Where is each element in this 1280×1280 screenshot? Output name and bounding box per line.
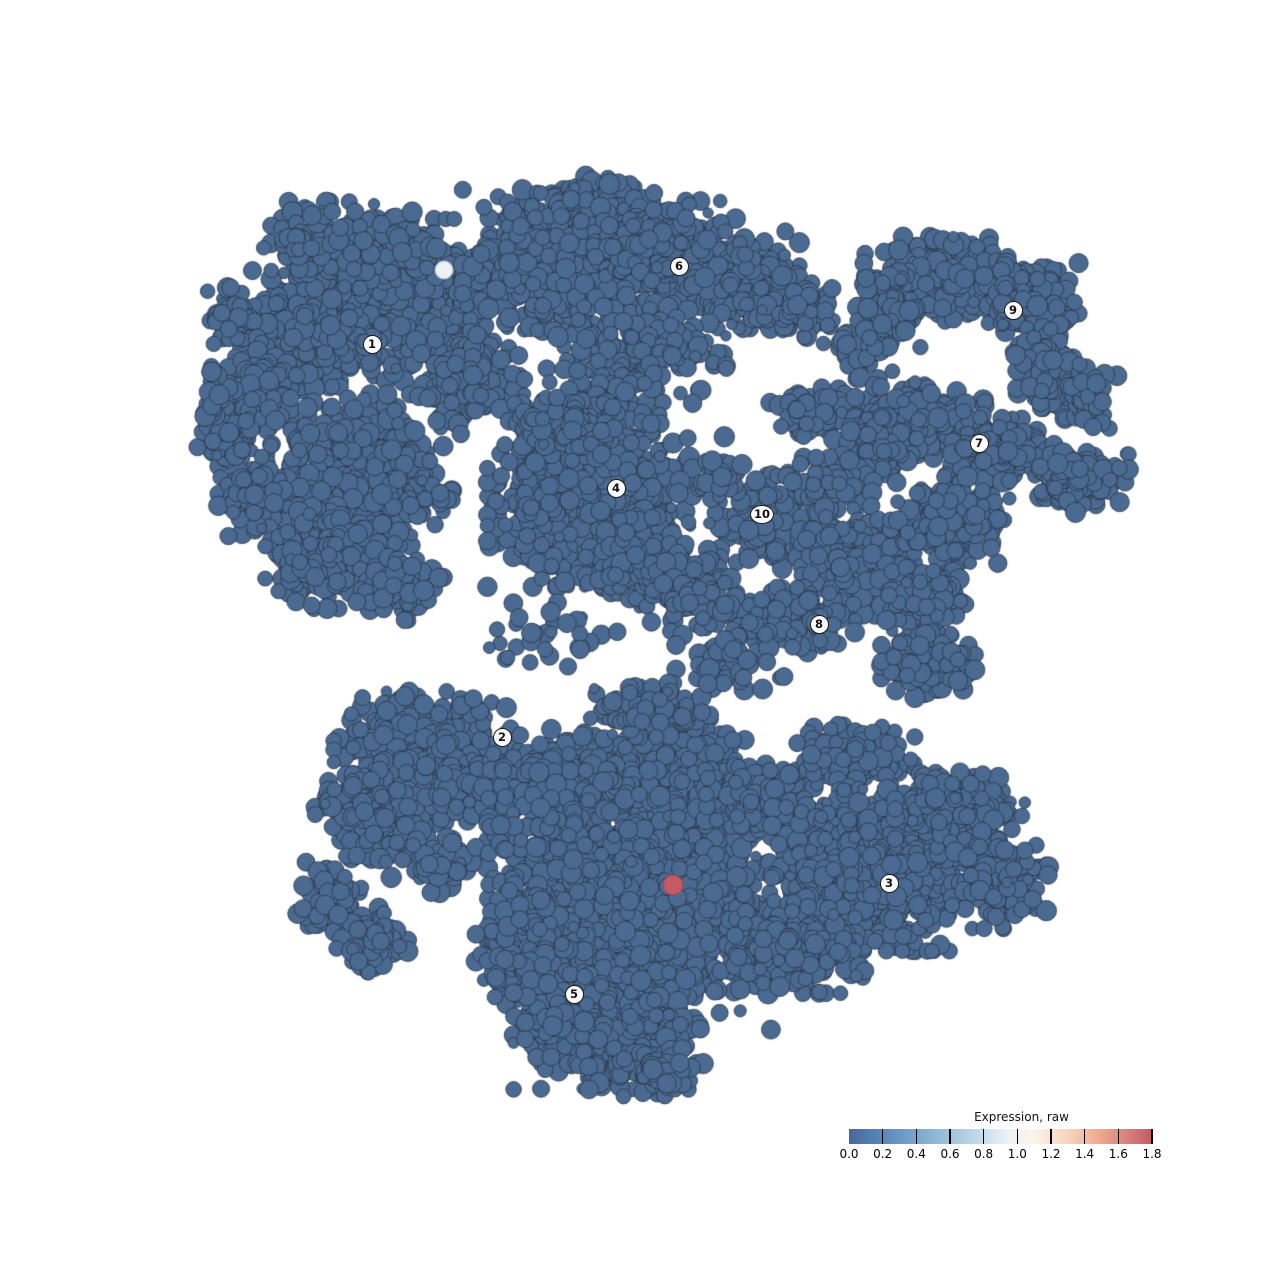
colorbar-tick-labels: 0.0 0.2 0.4 0.6 0.8 1.0 1.2 1.4 1.6 1.8 (839, 1147, 1161, 1163)
colorbar-tick-label: 1.0 (1007, 1147, 1027, 1161)
expression-colorbar-legend: Expression, raw 0.0 0.2 0.4 0.6 0.8 1.0 1.2 1.4… (839, 1110, 1161, 1163)
cluster-label-badge-2: 2 (492, 727, 512, 747)
colorbar-tick-label: 0.8 (974, 1147, 994, 1161)
colorbar-tick-label: 1.6 (1108, 1147, 1128, 1161)
cluster-label-badge-1: 1 (362, 334, 382, 354)
colorbar-tick-label: 0.2 (873, 1147, 893, 1161)
colorbar-tick-line (1016, 1129, 1018, 1144)
colorbar-tick-label: 0.6 (940, 1147, 960, 1161)
colorbar-tick-line (983, 1129, 985, 1144)
cluster-label-badge-6: 6 (669, 256, 689, 276)
cluster-label-badge-3: 3 (879, 873, 899, 893)
colorbar-tick-line (1084, 1129, 1086, 1144)
cluster-label-badge-10: 10 (750, 504, 774, 524)
colorbar-tick-label: 1.4 (1075, 1147, 1095, 1161)
colorbar-tick-label: 1.2 (1041, 1147, 1061, 1161)
colorbar-tick-line (915, 1129, 917, 1144)
colorbar-tick-label: 0.4 (906, 1147, 926, 1161)
colorbar-tick-label: 1.8 (1142, 1147, 1162, 1161)
colorbar-tick-line (882, 1129, 884, 1144)
colorbar-tick-line (1151, 1129, 1153, 1144)
cluster-label-badge-8: 8 (809, 614, 829, 634)
cluster-label-badge-4: 4 (606, 478, 626, 498)
colorbar-gradient (849, 1129, 1153, 1144)
colorbar-tick-line (949, 1129, 951, 1144)
cluster-label-badge-9: 9 (1003, 300, 1023, 320)
cluster-label-badge-5: 5 (564, 984, 584, 1004)
colorbar-tick-line (1117, 1129, 1119, 1144)
cluster-label-badge-7: 7 (969, 433, 989, 453)
colorbar-tick-label: 0.0 (839, 1147, 859, 1161)
colorbar-tick-line (1050, 1129, 1052, 1144)
legend-title: Expression, raw (974, 1110, 1069, 1124)
